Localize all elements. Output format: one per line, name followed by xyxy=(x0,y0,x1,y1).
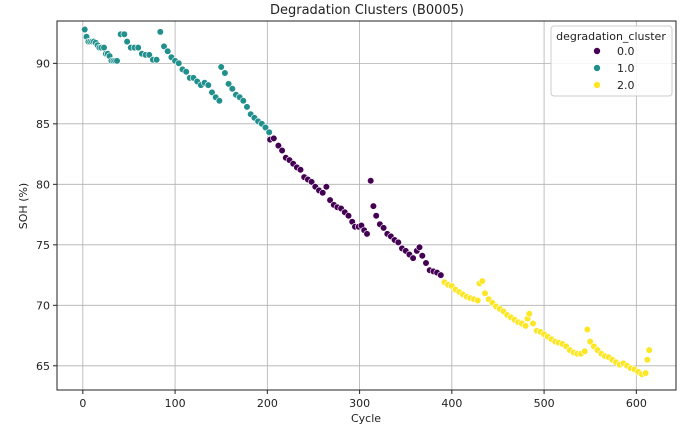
data-point xyxy=(645,346,653,354)
data-point xyxy=(367,177,375,185)
data-point xyxy=(296,166,305,174)
legend-entry-label: 0.0 xyxy=(617,45,635,58)
legend-marker xyxy=(593,47,601,55)
data-point xyxy=(418,252,426,260)
legend-marker xyxy=(593,64,601,72)
data-point xyxy=(308,178,316,186)
legend-title: degradation_cluster xyxy=(556,30,666,43)
data-point xyxy=(120,30,128,38)
x-tick-label: 200 xyxy=(257,397,278,410)
data-points xyxy=(81,25,653,378)
y-tick-label: 65 xyxy=(36,360,50,373)
data-point xyxy=(380,224,388,232)
data-point xyxy=(478,277,486,285)
x-tick-label: 0 xyxy=(79,397,86,410)
legend-marker xyxy=(593,81,601,89)
data-point xyxy=(322,183,331,191)
y-tick-label: 80 xyxy=(36,178,50,191)
data-point xyxy=(319,189,327,197)
data-point xyxy=(81,25,89,34)
data-point xyxy=(641,369,650,377)
chart-title: Degradation Clusters (B0005) xyxy=(270,3,464,18)
data-point xyxy=(123,37,131,46)
y-tick-label: 70 xyxy=(36,299,50,312)
data-point xyxy=(581,347,589,355)
legend-entry-label: 1.0 xyxy=(617,62,635,75)
axis-ticks: 0 100 200 300 400 500 600 65 70 75 80 85 90 xyxy=(36,57,647,410)
data-point xyxy=(481,289,489,297)
x-tick-label: 300 xyxy=(349,397,370,410)
data-point xyxy=(215,97,223,105)
data-point xyxy=(221,69,229,77)
data-point xyxy=(100,43,108,52)
data-point xyxy=(529,319,537,328)
data-point xyxy=(422,259,430,267)
data-point xyxy=(175,59,183,67)
data-point xyxy=(270,134,278,142)
y-axis-label: SOH (%) xyxy=(17,183,30,229)
data-point xyxy=(160,42,168,51)
y-tick-label: 75 xyxy=(36,239,50,252)
data-point xyxy=(228,85,236,93)
data-point xyxy=(225,80,233,88)
data-point xyxy=(217,63,225,71)
data-point xyxy=(265,128,273,136)
data-point xyxy=(278,146,286,155)
data-point xyxy=(643,356,652,364)
x-tick-label: 600 xyxy=(626,397,647,410)
data-point xyxy=(437,271,445,279)
data-point xyxy=(372,212,380,220)
data-point xyxy=(239,97,247,105)
data-point xyxy=(156,28,164,36)
legend-entry-label: 2.0 xyxy=(617,79,635,92)
data-point xyxy=(164,47,172,55)
data-point xyxy=(474,296,482,305)
x-tick-label: 100 xyxy=(165,397,186,410)
data-point xyxy=(521,322,530,330)
data-point xyxy=(409,254,417,262)
data-point xyxy=(415,243,424,251)
legend: degradation_cluster 0.0 1.0 2.0 xyxy=(550,25,673,97)
data-point xyxy=(394,238,402,246)
x-tick-label: 400 xyxy=(441,397,462,410)
data-point xyxy=(134,43,142,52)
legend-box xyxy=(550,25,673,97)
data-point xyxy=(344,212,353,220)
plot-area-frame xyxy=(56,20,677,391)
data-point xyxy=(153,56,161,64)
data-point xyxy=(274,142,283,150)
data-point xyxy=(363,230,371,238)
data-point xyxy=(525,310,533,318)
y-tick-label: 90 xyxy=(36,57,50,70)
data-point xyxy=(243,103,251,111)
data-point xyxy=(208,88,216,96)
data-point xyxy=(113,57,121,65)
x-axis-label: Cycle xyxy=(351,412,381,425)
data-point xyxy=(586,338,594,346)
data-point xyxy=(145,51,153,59)
data-point xyxy=(369,202,378,210)
y-tick-label: 85 xyxy=(36,118,50,131)
data-point xyxy=(583,325,592,334)
x-tick-label: 500 xyxy=(534,397,555,410)
data-point xyxy=(182,68,190,76)
data-point xyxy=(204,81,212,89)
data-point xyxy=(261,123,270,132)
data-point xyxy=(326,196,334,204)
